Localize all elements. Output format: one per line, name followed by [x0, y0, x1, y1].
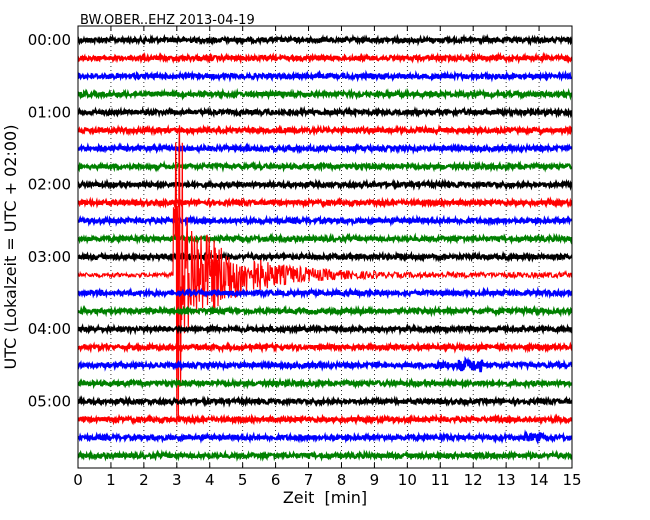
trace-0300 [78, 250, 572, 263]
trace-0515 [78, 413, 572, 426]
trace-0045 [78, 87, 572, 101]
x-tick-label: 1 [106, 471, 116, 489]
x-tick-label: 10 [398, 471, 417, 489]
trace-0200 [78, 178, 572, 192]
x-tick-label: 2 [139, 471, 149, 489]
y-tick-label: 02:00 [28, 176, 71, 194]
x-tick-label: 5 [238, 471, 248, 489]
y-tick-label: 03:00 [28, 248, 71, 266]
x-tick-label: 3 [172, 471, 182, 489]
x-tick-label: 4 [205, 471, 215, 489]
trace-0215 [78, 196, 572, 209]
trace-0130 [78, 142, 572, 155]
chart-title: BW.OBER..EHZ 2013-04-19 [80, 13, 255, 28]
x-tick-label: 7 [304, 471, 314, 489]
trace-0445 [78, 377, 572, 390]
x-tick-label: 11 [431, 471, 450, 489]
trace-0430 [78, 356, 572, 373]
trace-0015 [78, 51, 572, 65]
plot-frame [77, 25, 573, 469]
trace-0500 [78, 395, 572, 408]
trace-0100 [78, 105, 572, 119]
x-tick-label: 12 [464, 471, 483, 489]
x-tick-label: 9 [370, 471, 380, 489]
traces [78, 33, 572, 462]
trace-0530 [78, 429, 572, 445]
trace-0345 [78, 304, 572, 318]
trace-0000 [78, 33, 572, 47]
trace-0400 [78, 323, 572, 336]
trace-0330 [78, 286, 572, 300]
y-tick-label: 01:00 [28, 103, 71, 121]
y-tick-label: 04:00 [28, 320, 71, 338]
x-tick-label: 8 [337, 471, 347, 489]
trace-0230 [78, 214, 572, 227]
trace-0145 [78, 160, 572, 173]
x-tick-label: 0 [73, 471, 83, 489]
trace-0315 [78, 125, 572, 425]
x-axis: 0 1 2 3 4 5 6 7 8 9 10 11 12 13 14 15 [73, 26, 582, 489]
trace-0115 [78, 123, 572, 137]
x-tick-label: 13 [497, 471, 516, 489]
y-axis: 00:00 01:00 02:00 03:00 04:00 05:00 [28, 31, 83, 410]
trace-0245 [78, 232, 572, 245]
x-tick-label: 6 [271, 471, 281, 489]
x-tick-label: 14 [530, 471, 549, 489]
y-tick-label: 00:00 [28, 31, 71, 49]
trace-0415 [78, 340, 572, 354]
y-tick-label: 05:00 [28, 392, 71, 410]
y-axis-label: UTC (Lokalzeit = UTC + 02:00) [1, 125, 20, 370]
trace-0030 [78, 69, 572, 83]
x-axis-label: Zeit [min] [283, 488, 367, 507]
trace-0545 [78, 449, 572, 462]
x-tick-label: 15 [562, 471, 581, 489]
